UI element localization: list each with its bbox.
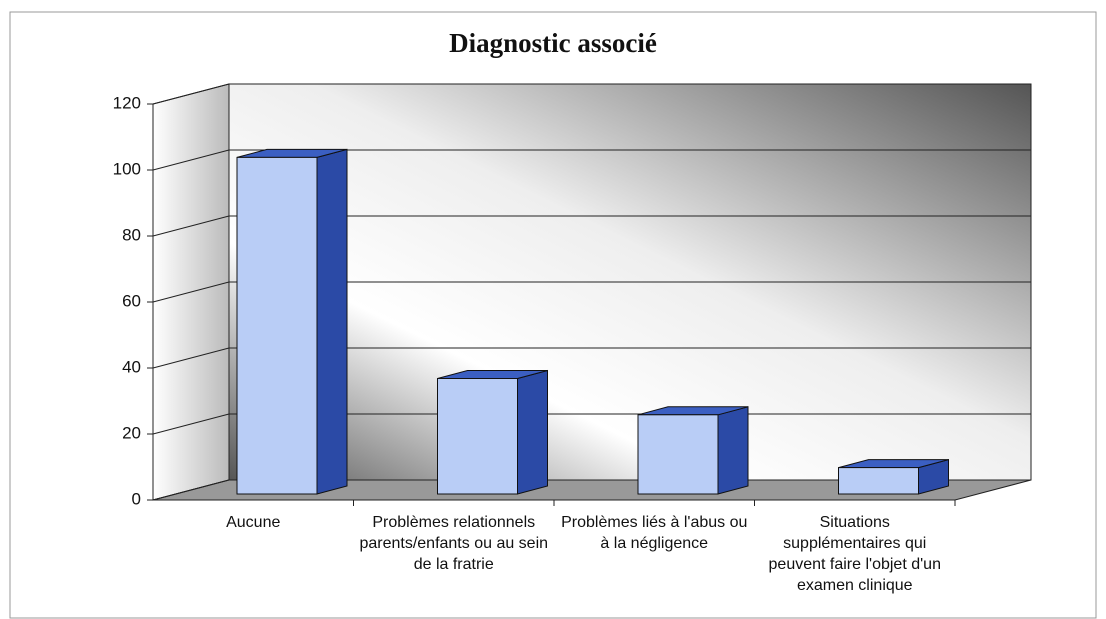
grid-line [152, 413, 230, 435]
grid-line [152, 479, 230, 501]
bar-side [316, 148, 348, 495]
x-tick-label: Problèmes relationnels parents/enfants o… [359, 514, 549, 573]
y-tick-label: 80 [122, 225, 141, 244]
bar-side [717, 406, 749, 495]
bar-side [517, 369, 548, 495]
bar [637, 414, 719, 495]
y-tick-label: 40 [122, 357, 141, 376]
grid-line [152, 215, 230, 237]
x-tick-label: Aucune [226, 514, 281, 531]
chart-title: Diagnostic associé [449, 28, 657, 58]
bar [437, 378, 518, 495]
frame [9, 11, 1097, 619]
x-tick-label: Problèmes liés à l'abus ou à la négligen… [561, 514, 748, 552]
grid-line [152, 149, 230, 171]
y-tick-label: 20 [122, 423, 141, 442]
grid-line [152, 83, 230, 105]
bar [236, 156, 318, 495]
y-tick-label: 120 [113, 93, 141, 112]
bar [838, 467, 919, 495]
x-tick-label: Situations supplémentaires qui peuvent f… [768, 514, 941, 594]
grid-line [152, 347, 230, 369]
grid-line [152, 281, 230, 303]
y-tick-label: 60 [122, 291, 141, 310]
y-tick-label: 100 [113, 159, 141, 178]
y-tick-label: 0 [132, 489, 141, 508]
